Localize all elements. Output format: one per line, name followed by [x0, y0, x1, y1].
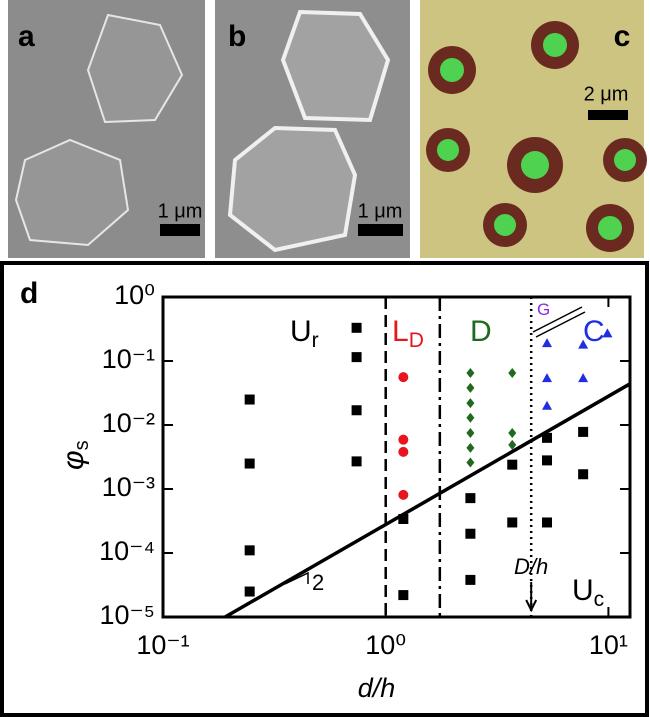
y-tick-label: 10⁻¹: [102, 344, 155, 374]
scale-bar-label: 1 μm: [158, 200, 203, 222]
data-point: [352, 323, 362, 333]
y-tick-label: 10⁻⁵: [100, 600, 155, 630]
region-label: G: [537, 300, 550, 319]
region-label-main: U: [290, 315, 312, 348]
particle-core: [494, 214, 516, 236]
data-point: [398, 590, 408, 600]
data-point: [398, 447, 408, 457]
slope-label: 2: [312, 570, 324, 595]
particle-core: [598, 216, 622, 240]
x-tick-label: 10¹: [589, 630, 628, 660]
data-point: [398, 490, 408, 500]
data-point: [542, 455, 552, 465]
panel-b: b 1 μm: [215, 0, 410, 258]
region-label-main: G: [537, 300, 550, 319]
x-axis-title: d/h: [358, 673, 396, 703]
y-axis-title-main: φ: [57, 450, 90, 470]
region-label: D: [470, 315, 492, 348]
region-label: C: [583, 315, 605, 348]
scale-bar-label: 2 μm: [584, 83, 629, 105]
region-label-main: L: [392, 315, 409, 348]
data-point: [352, 405, 362, 415]
data-point: [398, 435, 408, 445]
panel-label: b: [228, 20, 246, 53]
panel-c: c 2 μm: [420, 0, 647, 258]
scale-bar-label: 1 μm: [358, 200, 403, 222]
data-point: [398, 372, 408, 382]
data-point: [465, 493, 475, 503]
region-label-main: C: [583, 315, 605, 348]
region-label-sub: c: [594, 588, 605, 611]
data-point: [245, 459, 255, 469]
scale-bar: [358, 224, 403, 236]
x-tick-label: 10⁻¹: [136, 630, 189, 660]
particle-core: [543, 33, 567, 57]
scale-bar: [588, 110, 628, 120]
panel-a: a 1 μm: [8, 0, 205, 258]
region-label-main: U: [572, 574, 594, 607]
particle-core: [614, 149, 636, 171]
particle-core: [437, 139, 459, 161]
data-point: [507, 460, 517, 470]
region-label-sub: D: [409, 329, 424, 352]
panel-label: a: [18, 20, 35, 53]
data-point: [352, 352, 362, 362]
data-point: [542, 517, 552, 527]
data-point: [578, 469, 588, 479]
region-label-main: D: [470, 315, 492, 348]
data-point: [465, 529, 475, 539]
y-tick-label: 10⁻²: [102, 408, 155, 438]
data-point: [578, 427, 588, 437]
data-point: [398, 514, 408, 524]
scale-bar: [160, 224, 200, 236]
annotation: D/h: [514, 554, 548, 579]
panel-label: d: [20, 277, 38, 310]
data-point: [352, 456, 362, 466]
region-label-sub: r: [312, 329, 319, 352]
figure: a 1 μm b 1 μm c 2 μm d 10⁻⁵ 10⁻⁴ 10⁻³ 10⁻² 1…: [0, 0, 650, 717]
data-point: [245, 587, 255, 597]
data-point: [245, 395, 255, 405]
data-point: [507, 517, 517, 527]
data-point: [465, 575, 475, 585]
x-tick-label: 10⁰: [365, 630, 406, 660]
panel-label: c: [614, 20, 631, 53]
particle-core: [440, 58, 464, 82]
particle-core: [521, 151, 549, 179]
y-tick-label: 10⁻³: [102, 472, 155, 502]
data-point: [542, 433, 552, 443]
y-axis-title-sub: s: [71, 440, 93, 450]
y-tick-label: 10⁰: [114, 280, 155, 310]
y-tick-label: 10⁻⁴: [99, 536, 155, 566]
data-point: [245, 545, 255, 555]
